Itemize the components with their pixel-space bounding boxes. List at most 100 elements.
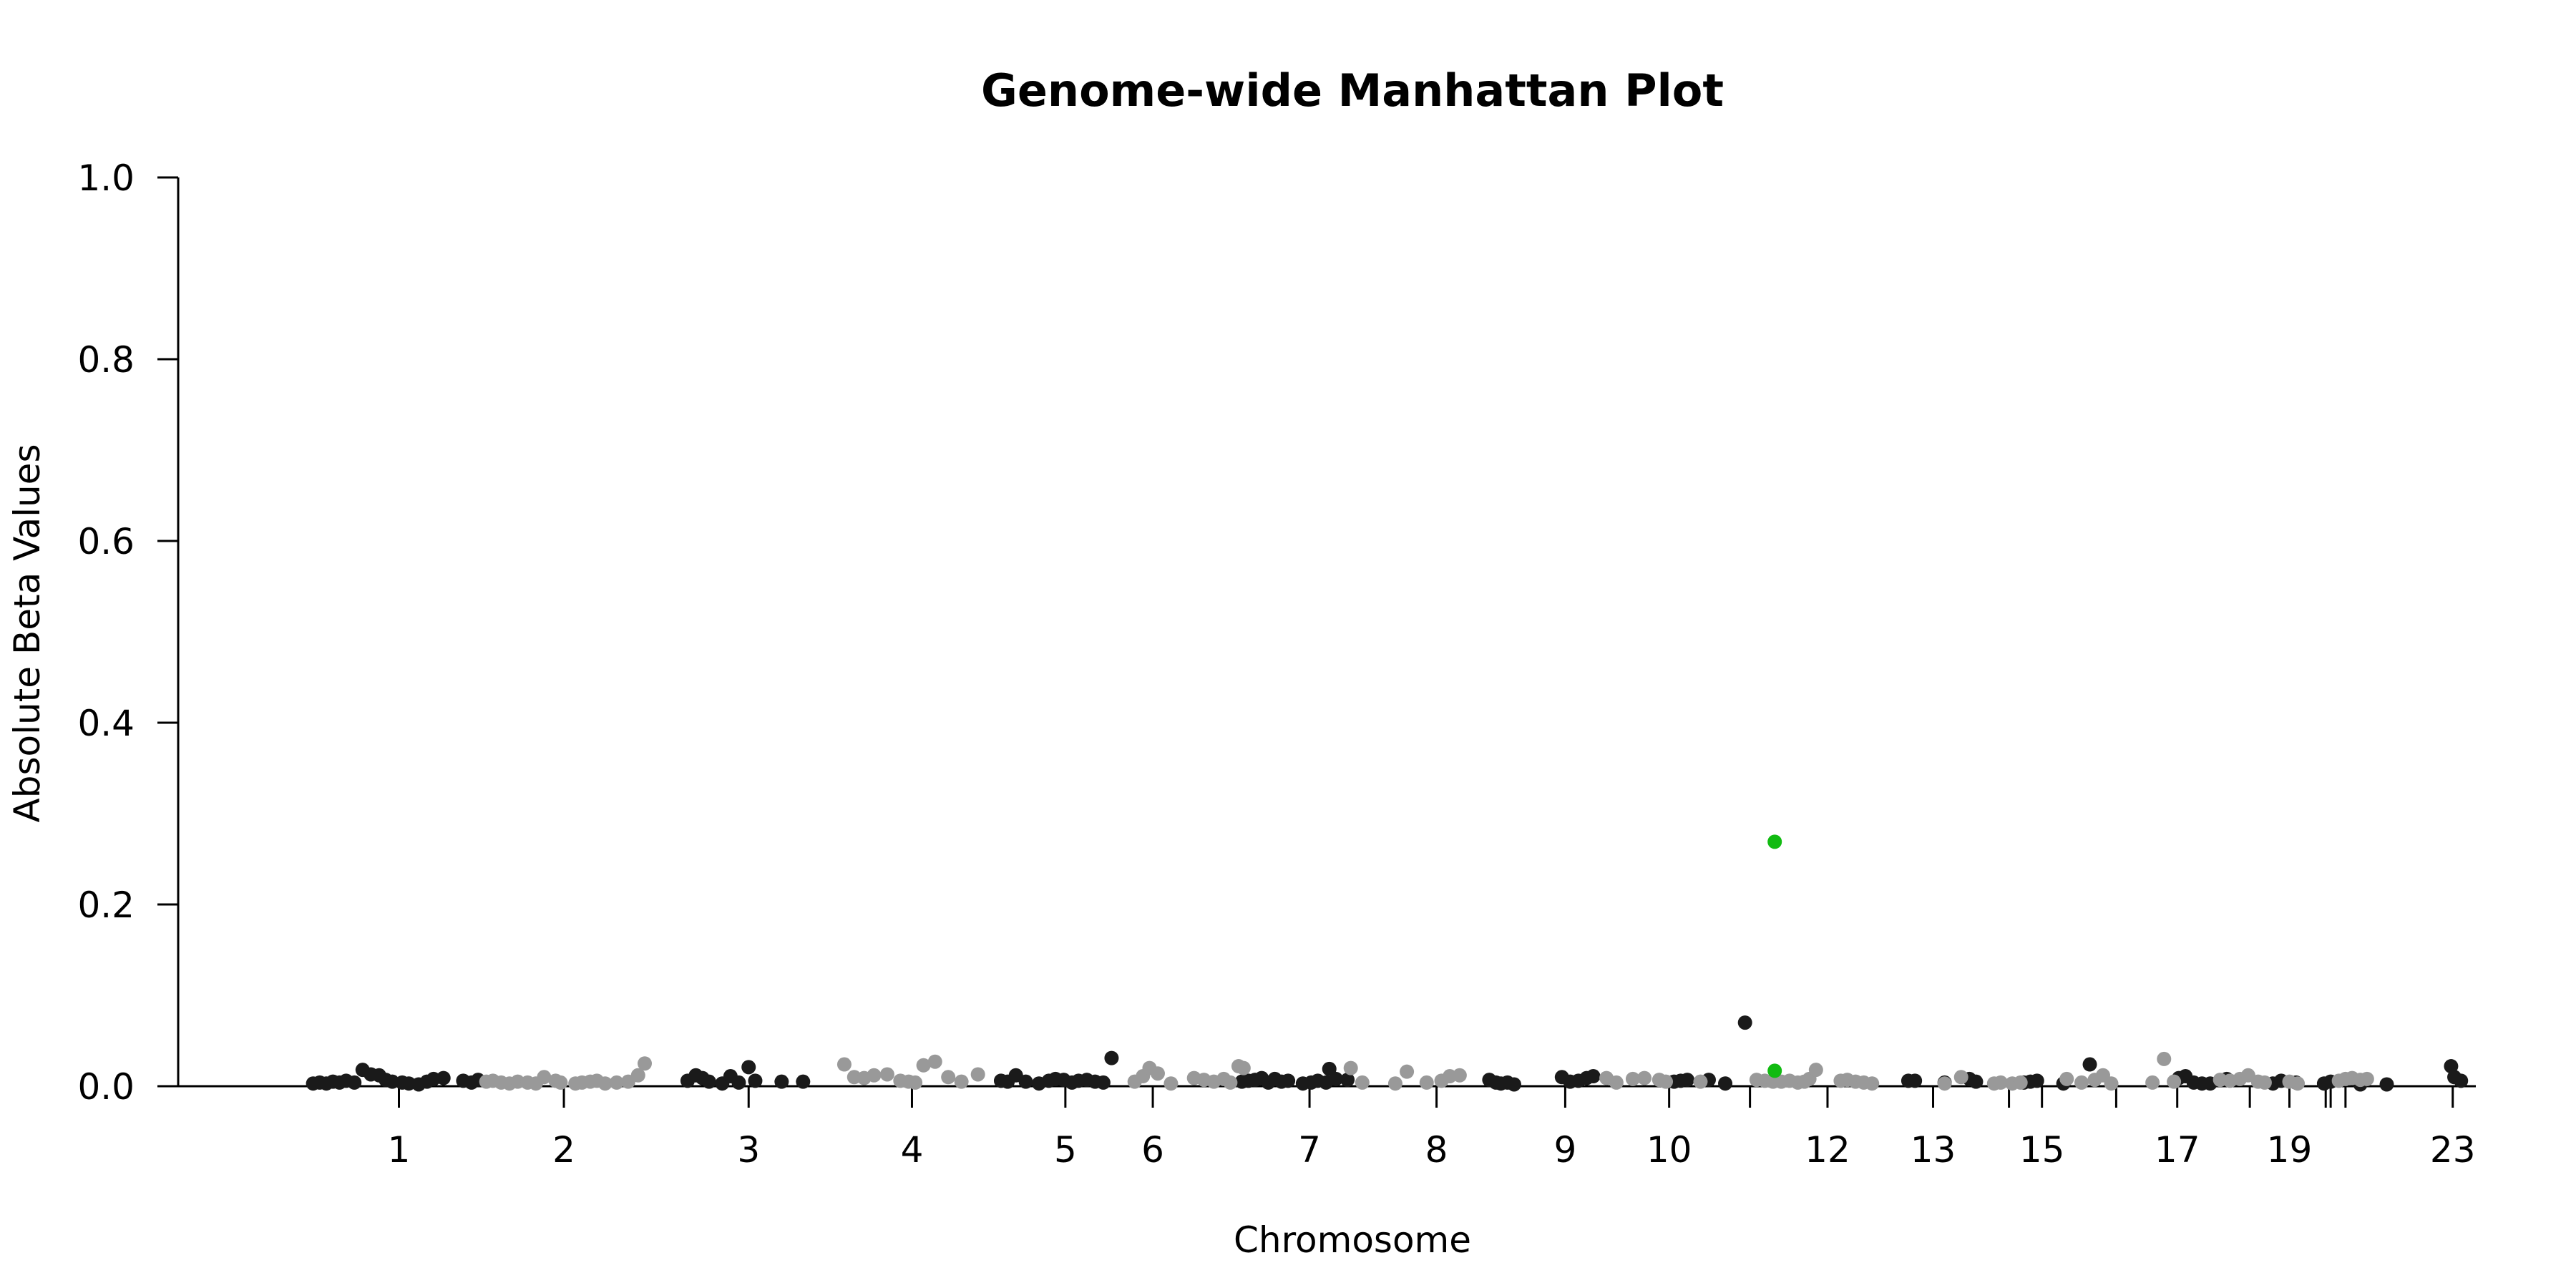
data-point <box>1387 1076 1402 1091</box>
data-point <box>879 1067 894 1082</box>
data-point <box>1908 1073 1923 1088</box>
chart-title: Genome-wide Manhattan Plot <box>981 64 1724 117</box>
data-point <box>1680 1073 1695 1088</box>
data-point <box>1400 1064 1415 1079</box>
data-point <box>796 1074 811 1089</box>
data-point <box>1163 1076 1179 1091</box>
x-axis-label: Chromosome <box>1234 1219 1471 1261</box>
data-point <box>2013 1075 2028 1090</box>
data-point <box>748 1073 763 1088</box>
data-point <box>597 1076 613 1091</box>
x-tick-label: 9 <box>1554 1129 1577 1171</box>
data-point <box>1018 1074 1033 1089</box>
x-tick-label: 4 <box>901 1129 924 1171</box>
data-point <box>927 1054 942 1069</box>
x-tick-label: 5 <box>1054 1129 1077 1171</box>
x-tick-label: 2 <box>552 1129 575 1171</box>
data-point <box>1659 1074 1674 1089</box>
data-point <box>1223 1075 1238 1090</box>
data-point <box>1737 1015 1752 1030</box>
data-point <box>2257 1075 2272 1090</box>
x-tick-label: 19 <box>2267 1129 2313 1171</box>
data-point <box>836 1057 852 1072</box>
y-tick-label: 0.4 <box>77 703 135 744</box>
x-tick-label: 10 <box>1646 1129 1692 1171</box>
x-tick-label: 12 <box>1805 1129 1850 1171</box>
data-point <box>2157 1051 2172 1066</box>
data-point <box>630 1068 645 1083</box>
data-point <box>1767 834 1782 849</box>
y-tick-label: 0.6 <box>77 521 135 562</box>
data-point <box>1340 1073 1355 1088</box>
y-tick-label: 1.0 <box>77 157 135 199</box>
x-tick-label: 15 <box>2019 1129 2065 1171</box>
data-point <box>2167 1074 2182 1089</box>
data-point <box>2379 1077 2394 1092</box>
data-point <box>537 1070 552 1085</box>
data-points <box>306 834 2469 1092</box>
x-axis-ticks: 1 2 3 4 5 6 7 8 9 10 12 13 15 17 19 23 <box>388 1086 2476 1171</box>
data-point <box>970 1067 985 1082</box>
data-point <box>1419 1075 1434 1090</box>
data-point <box>774 1074 789 1089</box>
data-point <box>1693 1074 1708 1089</box>
data-point <box>916 1058 931 1073</box>
data-point <box>701 1074 716 1089</box>
data-point <box>2454 1073 2469 1088</box>
data-point <box>2104 1076 2119 1091</box>
x-tick-label: 3 <box>737 1129 760 1171</box>
x-tick-label: 23 <box>2430 1129 2476 1171</box>
y-tick-label: 0.0 <box>77 1066 135 1108</box>
data-point <box>1236 1060 1251 1075</box>
data-point <box>1506 1077 1521 1092</box>
data-point <box>1281 1073 1296 1088</box>
data-point <box>1150 1066 1165 1081</box>
data-point <box>637 1056 652 1071</box>
data-point <box>2059 1071 2074 1086</box>
data-point <box>2359 1071 2374 1086</box>
data-point <box>941 1070 956 1085</box>
y-axis-label: Absolute Beta Values <box>6 444 48 823</box>
data-point <box>867 1068 882 1083</box>
data-point <box>1452 1068 1467 1083</box>
data-point <box>1586 1069 1601 1084</box>
data-point <box>1865 1076 1880 1091</box>
x-tick-label: 8 <box>1425 1129 1448 1171</box>
data-point <box>741 1060 756 1075</box>
data-point <box>2145 1075 2160 1090</box>
data-point <box>347 1075 362 1090</box>
data-point <box>2074 1075 2089 1090</box>
x-tick-label: 1 <box>388 1129 411 1171</box>
data-point <box>1096 1075 1111 1090</box>
data-point <box>1994 1075 2009 1090</box>
data-point <box>954 1074 969 1089</box>
data-point <box>1328 1071 1343 1086</box>
data-point <box>1968 1074 1984 1089</box>
x-tick-label: 7 <box>1298 1129 1321 1171</box>
x-tick-label: 17 <box>2155 1129 2200 1171</box>
data-point <box>2444 1059 2459 1074</box>
x-tick-label: 6 <box>1141 1129 1164 1171</box>
x-tick-label: 13 <box>1911 1129 1956 1171</box>
data-point <box>1104 1050 1119 1065</box>
data-point <box>1808 1063 1823 1078</box>
data-point <box>1718 1076 1733 1091</box>
data-point <box>2029 1073 2044 1088</box>
data-point <box>908 1075 923 1090</box>
data-point <box>1609 1075 1624 1090</box>
data-point <box>1953 1070 1968 1085</box>
y-tick-label: 0.2 <box>77 884 135 926</box>
data-point <box>436 1070 451 1085</box>
data-point <box>609 1075 624 1090</box>
data-point <box>1937 1076 1952 1091</box>
data-point <box>1767 1063 1782 1078</box>
data-point <box>553 1075 568 1090</box>
y-tick-label: 0.8 <box>77 339 135 381</box>
data-point <box>1343 1060 1358 1075</box>
data-point <box>1637 1070 1652 1085</box>
data-point <box>2290 1076 2306 1091</box>
data-point <box>731 1075 746 1090</box>
y-axis-ticks: 0.0 0.2 0.4 0.6 0.8 1.0 <box>77 157 178 1108</box>
data-point <box>1625 1071 1640 1086</box>
